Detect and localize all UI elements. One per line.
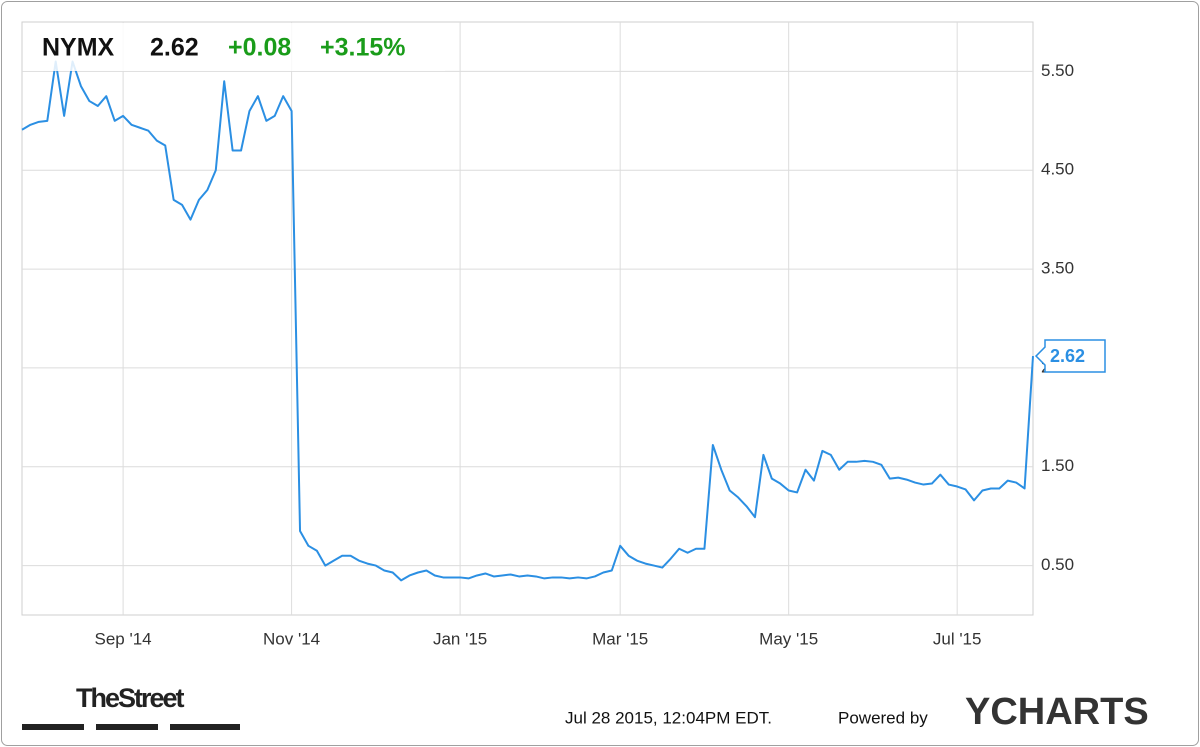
x-tick-label: Sep '14 (95, 629, 152, 648)
x-tick-label: May '15 (759, 629, 818, 648)
series-layer (21, 60, 1034, 582)
y-tick-label: 3.50 (1041, 259, 1074, 278)
y-tick-label: 1.50 (1041, 456, 1074, 475)
x-tick-label: Jan '15 (433, 629, 487, 648)
brand: TheStreet (76, 683, 185, 713)
last-value-box (1034, 339, 1106, 373)
y-tick-label: 0.50 (1041, 555, 1074, 574)
brand-rule (22, 724, 84, 730)
change-percent: +3.15% (320, 34, 406, 62)
y-tick-label: 5.50 (1041, 61, 1074, 80)
x-tick-label: Nov '14 (263, 629, 320, 648)
y-tick-label: 4.50 (1041, 160, 1074, 179)
ycharts-logo: YCHARTS (965, 691, 1149, 733)
price-line (21, 60, 1034, 582)
header-box (23, 23, 445, 71)
powered-by: Powered by (838, 708, 928, 727)
brand-rule (170, 724, 240, 730)
price: 2.62 (150, 34, 199, 62)
last-value-label: 2.62 (1050, 346, 1085, 366)
x-tick-label: Mar '15 (592, 629, 648, 648)
x-tick-label: Jul '15 (933, 629, 982, 648)
symbol: NYMX (42, 34, 115, 62)
timestamp: Jul 28 2015, 12:04PM EDT. (565, 708, 772, 727)
brand-rule (96, 724, 158, 730)
plot-area (21, 21, 1034, 616)
change: +0.08 (228, 34, 291, 62)
